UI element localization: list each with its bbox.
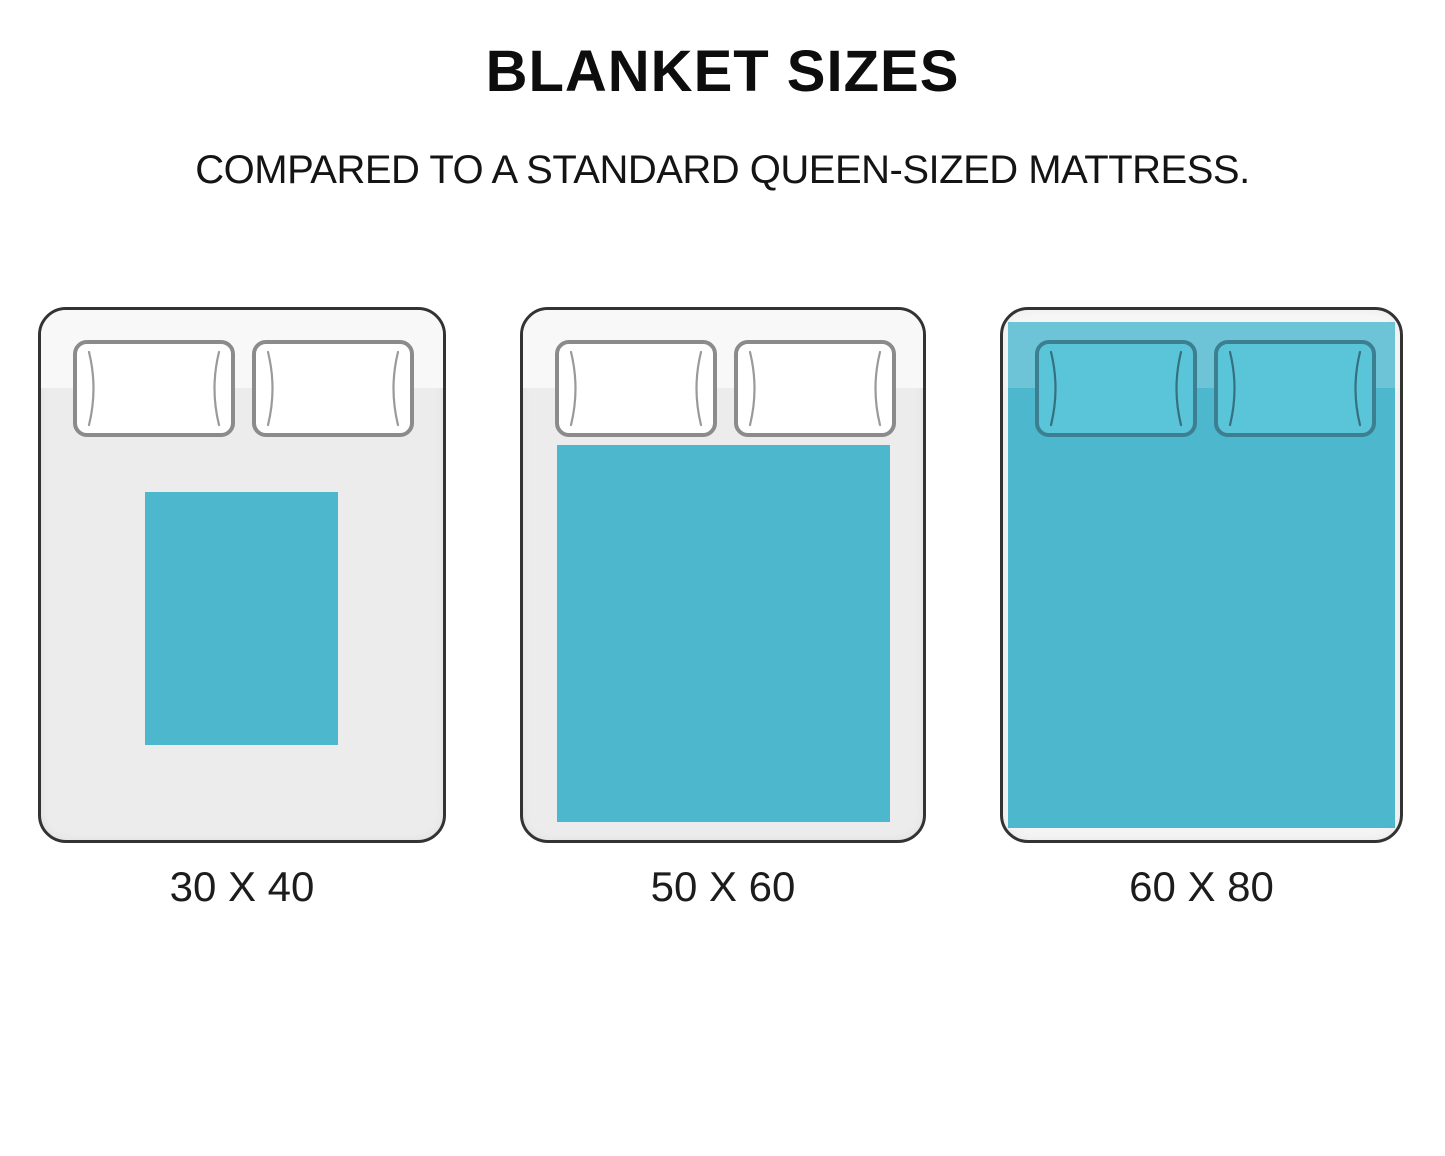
pillow-crease — [87, 350, 95, 427]
mattress — [520, 307, 926, 843]
pillow-left — [555, 340, 717, 437]
pillow-right — [734, 340, 896, 437]
pillow-crease — [266, 350, 274, 427]
bed-diagram: 30 X 40 — [38, 307, 446, 917]
beds-row: 30 X 40 50 X 60 — [0, 307, 1445, 947]
pillow-crease — [874, 350, 882, 427]
pillow-left — [73, 340, 235, 437]
pillow-left — [1035, 340, 1197, 437]
blanket-size-label: 30 X 40 — [169, 863, 315, 910]
pillow-creases — [569, 350, 703, 427]
pillow-creases — [87, 350, 221, 427]
page-subtitle: COMPARED TO A STANDARD QUEEN-SIZED MATTR… — [195, 148, 1250, 192]
pillow-creases — [266, 350, 400, 427]
pillow-crease — [1354, 350, 1362, 427]
pillow-creases — [748, 350, 882, 427]
pillow-crease — [695, 350, 703, 427]
pillow-crease — [1228, 350, 1236, 427]
pillow-crease — [1175, 350, 1183, 427]
pillow-creases — [1049, 350, 1183, 427]
pillow-crease — [748, 350, 756, 427]
blanket — [145, 492, 338, 745]
blanket — [557, 445, 890, 822]
mattress — [38, 307, 446, 843]
pillow-creases — [1228, 350, 1362, 427]
blanket-size-label: 50 X 60 — [650, 863, 796, 910]
mattress — [1000, 307, 1403, 843]
bed-diagram: 50 X 60 — [520, 307, 926, 917]
pillow-crease — [213, 350, 221, 427]
bed-diagram: 60 X 80 — [1000, 307, 1403, 917]
pillow-crease — [1049, 350, 1057, 427]
page-title: BLANKET SIZES — [485, 39, 960, 104]
pillow-crease — [392, 350, 400, 427]
blanket-size-label: 60 X 80 — [1129, 863, 1274, 910]
pillow-crease — [569, 350, 577, 427]
pillow-right — [252, 340, 414, 437]
pillow-right — [1214, 340, 1376, 437]
